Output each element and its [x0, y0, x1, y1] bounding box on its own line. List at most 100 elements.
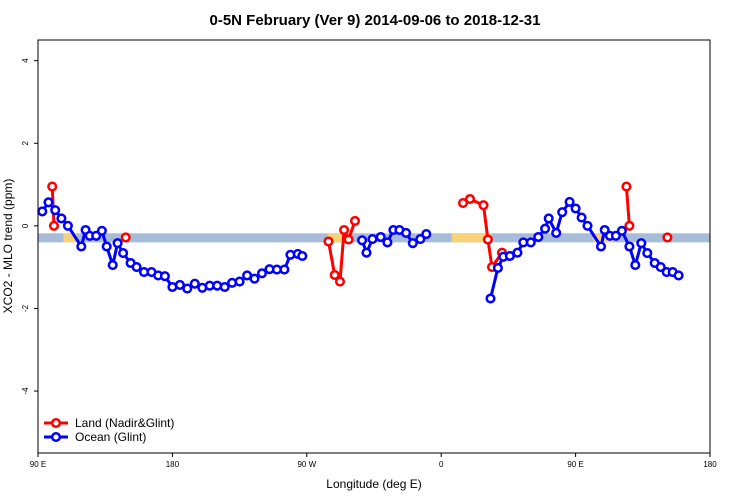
data-point — [673, 270, 684, 281]
data-point — [624, 241, 635, 252]
data-point — [101, 241, 112, 252]
x-axis-label: Longitude (deg E) — [326, 477, 421, 491]
data-point — [457, 198, 469, 209]
y-axis-ticks: 4 2 0 -2 -4 — [21, 58, 38, 395]
data-point — [256, 268, 268, 279]
data-point — [621, 181, 632, 192]
legend-label: Ocean (Glint) — [75, 430, 146, 444]
data-point — [367, 234, 378, 245]
data-point — [47, 181, 58, 192]
land-band-segment — [451, 233, 492, 243]
data-point — [662, 232, 673, 243]
data-point — [234, 276, 245, 287]
data-point — [557, 207, 568, 218]
land-band-segment — [63, 233, 77, 243]
data-point — [120, 232, 131, 243]
plot-frame — [37, 39, 711, 454]
data-point — [361, 247, 372, 258]
data-point — [339, 224, 350, 236]
data-point — [249, 273, 260, 284]
data-point — [512, 247, 523, 258]
data-point — [159, 271, 170, 282]
y-tick-label: -2 — [21, 304, 30, 312]
y-tick-label: 0 — [21, 223, 30, 228]
y-tick-label: 4 — [21, 58, 30, 63]
x-tick-label: 180 — [703, 460, 717, 469]
x-tick-label: 90 W — [297, 460, 316, 469]
data-point — [576, 212, 587, 223]
y-tick-label: -4 — [21, 387, 30, 395]
data-point — [279, 264, 290, 275]
x-tick-label: 90 E — [567, 460, 583, 469]
data-point — [343, 234, 354, 245]
data-point — [174, 279, 185, 290]
data-point — [118, 248, 129, 259]
data-point — [334, 276, 346, 287]
land-band-segment — [327, 233, 352, 243]
data-point — [616, 225, 627, 236]
data-point — [297, 250, 308, 262]
data-point — [464, 193, 476, 205]
data-point — [375, 231, 386, 243]
data-point — [96, 225, 107, 236]
series-layer — [37, 181, 684, 304]
x-tick-label: 180 — [166, 460, 180, 469]
legend-marker — [50, 431, 62, 443]
x-tick-label: 90 E — [30, 460, 46, 469]
data-point — [107, 260, 118, 271]
data-point — [323, 236, 334, 247]
data-point — [421, 229, 432, 240]
data-point — [112, 238, 123, 249]
data-point — [357, 235, 368, 246]
data-point — [540, 223, 551, 234]
data-point — [655, 262, 666, 273]
legend-marker — [50, 417, 62, 429]
data-point — [551, 227, 562, 238]
legend: Land (Nadir&Glint)Ocean (Glint) — [44, 416, 174, 444]
series-line — [624, 186, 631, 226]
data-point — [482, 234, 493, 245]
data-point — [610, 230, 621, 241]
data-point — [407, 238, 418, 249]
data-point — [56, 213, 67, 224]
data-point — [636, 238, 647, 249]
data-point — [329, 269, 340, 281]
data-point — [533, 231, 544, 243]
data-point — [189, 278, 200, 289]
data-point — [382, 237, 393, 248]
data-point — [76, 241, 87, 252]
data-point — [570, 203, 581, 214]
data-point — [485, 293, 496, 304]
data-point — [624, 220, 635, 231]
chart-title: 0-5N February (Ver 9) 2014-09-06 to 2018… — [209, 12, 540, 29]
data-point — [349, 215, 361, 226]
data-point — [415, 234, 426, 245]
data-point — [401, 227, 412, 238]
x-axis-ticks: 90 E 180 90 W 0 90 E 180 — [30, 453, 717, 469]
data-point — [43, 197, 54, 208]
data-point — [630, 260, 641, 271]
data-point — [642, 248, 653, 259]
data-point — [50, 205, 61, 216]
data-point — [492, 262, 503, 274]
data-point — [564, 196, 575, 207]
series-ocean — [37, 196, 684, 304]
y-axis-label: XCO2 - MLO trend (ppm) — [1, 179, 15, 314]
x-tick-label: 0 — [439, 460, 444, 469]
data-point — [37, 206, 48, 217]
data-point — [48, 220, 60, 231]
data-point — [131, 262, 142, 273]
data-point — [182, 283, 193, 294]
data-point — [525, 237, 536, 248]
data-point — [595, 241, 607, 252]
legend-label: Land (Nadir&Glint) — [75, 416, 174, 430]
data-point — [478, 200, 489, 211]
y-tick-label: 2 — [21, 140, 30, 145]
series-land — [47, 181, 673, 287]
data-point — [543, 213, 554, 224]
data-point — [599, 224, 610, 236]
data-point — [582, 220, 593, 231]
data-point — [219, 281, 230, 293]
data-point — [62, 220, 73, 231]
